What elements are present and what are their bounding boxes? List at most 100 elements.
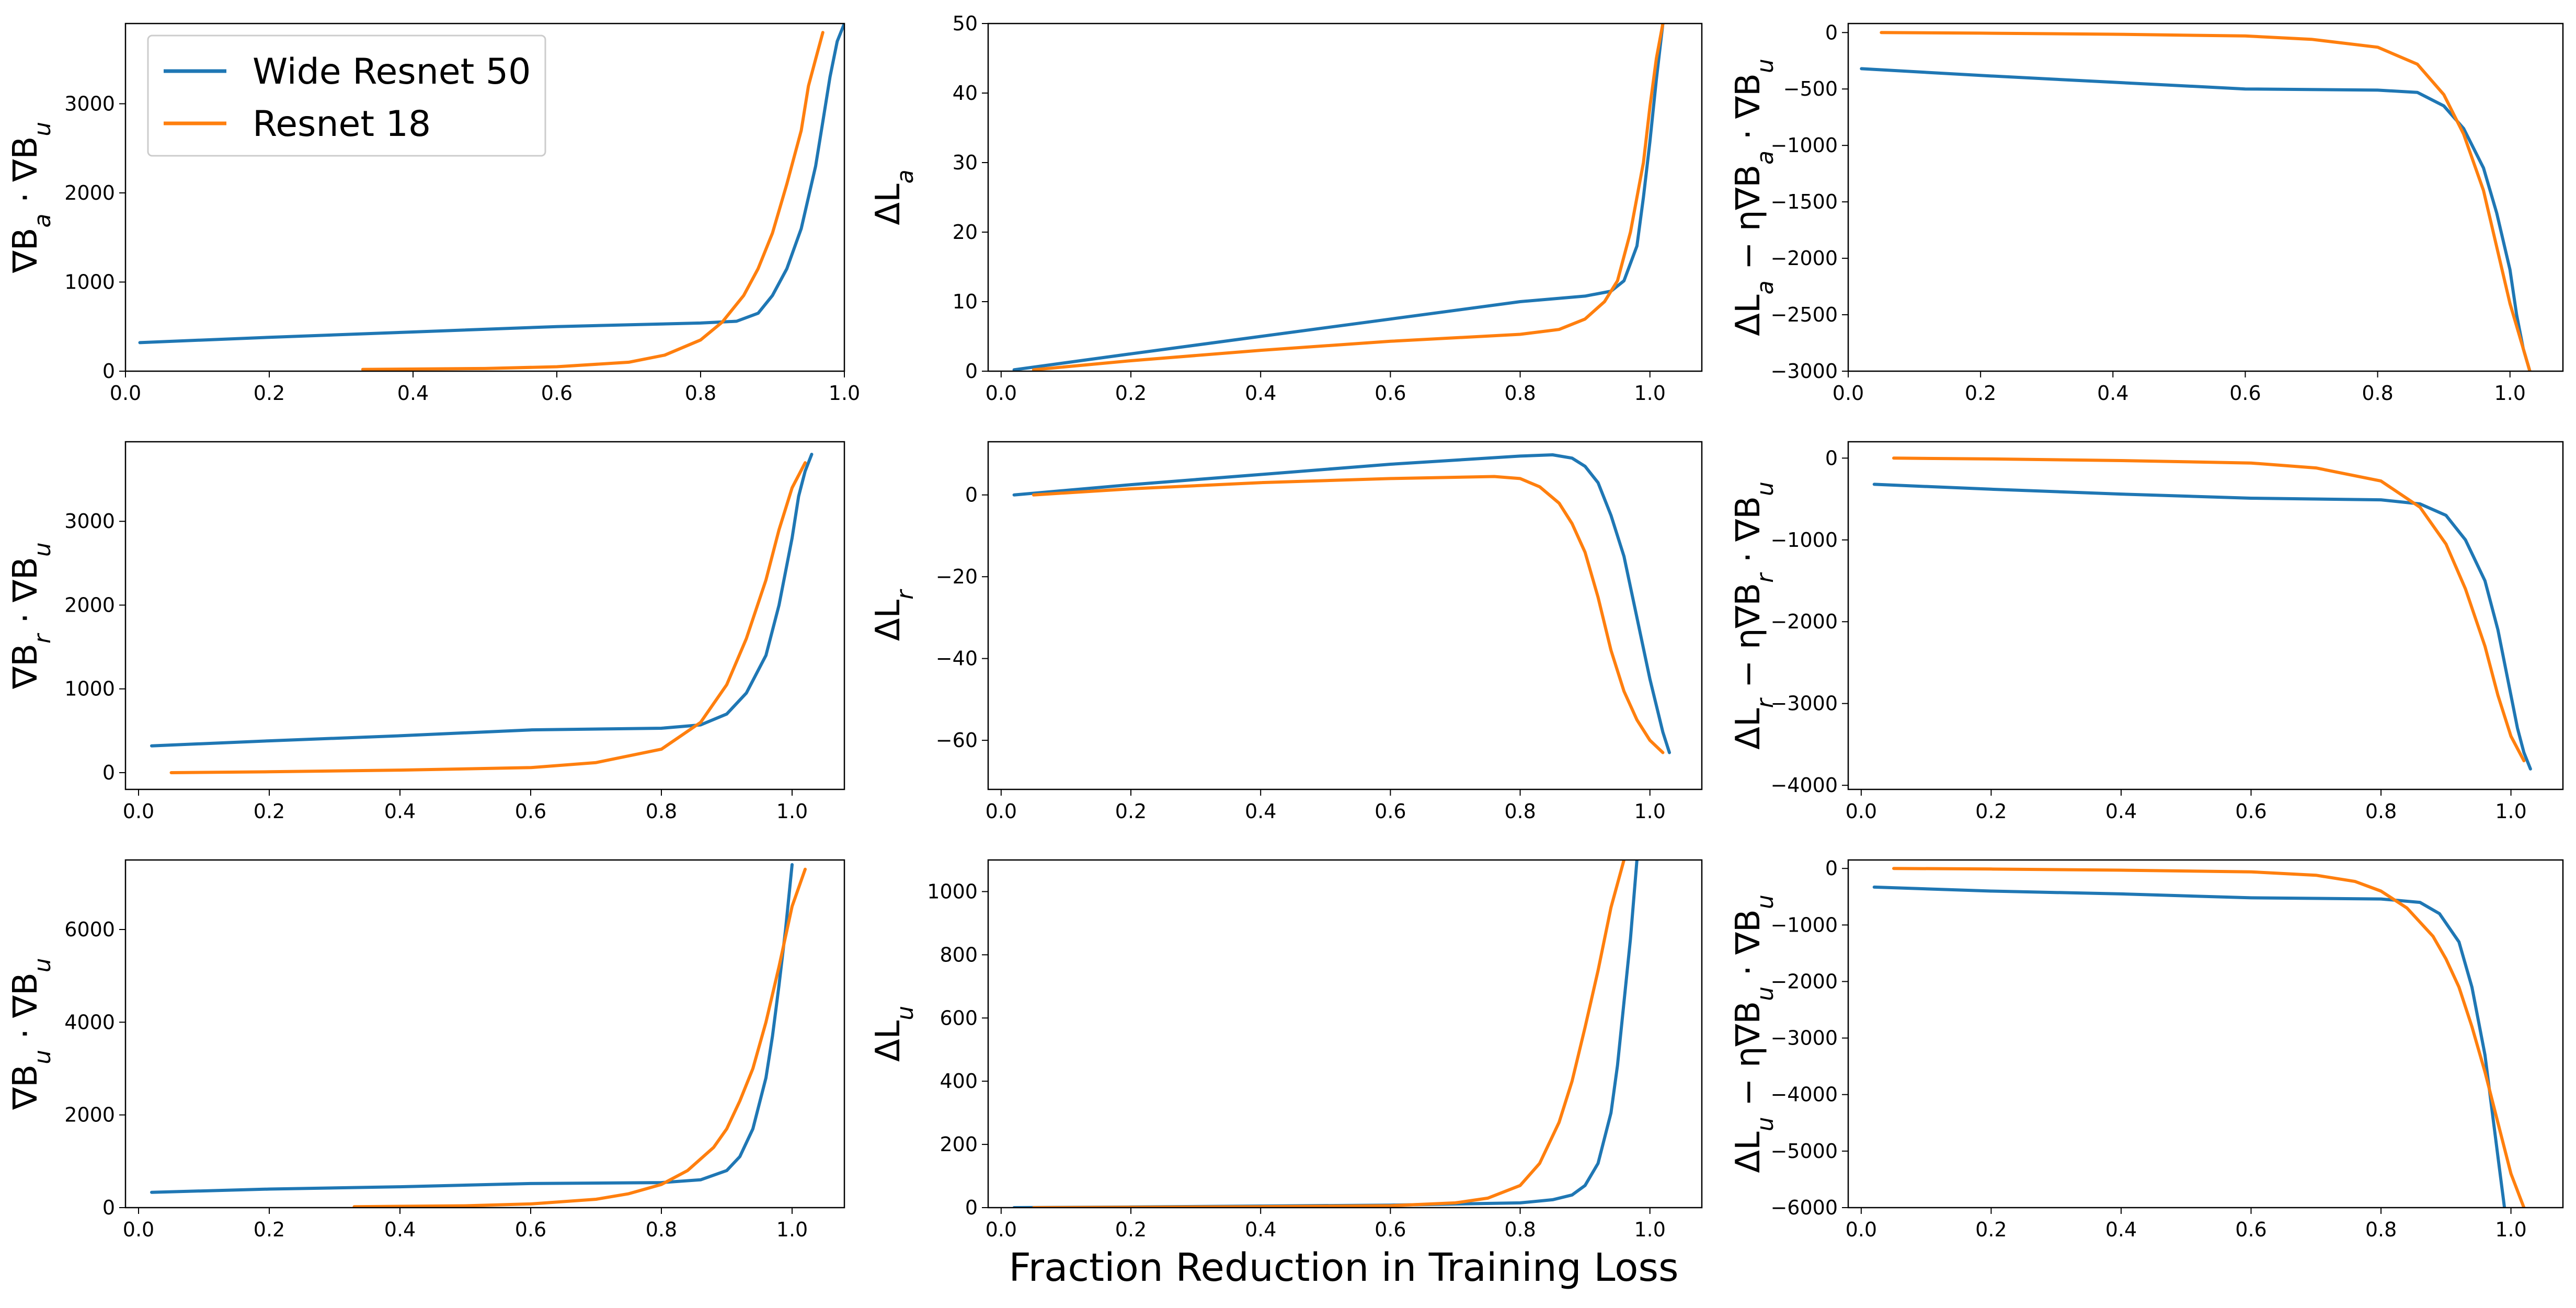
x-tick-label: 0.8: [2365, 1218, 2397, 1241]
series-line-resnet-18: [352, 867, 807, 1208]
y-tick-label: 2000: [64, 593, 115, 616]
y-tick-label: −500: [1783, 77, 1838, 100]
panel-6: 0.0 0.2 0.4 0.6 0.8 1.0 0 −1000 −2000 −3000 −4000 Δ…: [1729, 441, 2564, 823]
y-tick-label: −5000: [1770, 1140, 1838, 1163]
plot-frame: [987, 441, 1703, 790]
x-tick-label: 1.0: [2495, 1218, 2526, 1241]
y-axis-label: ΔLr: [869, 589, 919, 641]
series-line-resnet-18: [1032, 475, 1665, 754]
x-tick-label: 1.0: [1634, 382, 1666, 405]
legend: Wide Resnet 50 Resnet 18: [147, 35, 546, 157]
x-tick-label: 0.2: [254, 1218, 285, 1241]
series-group: [1012, 453, 1671, 754]
x-tick-label: 0.6: [515, 800, 546, 823]
y-tick-label: −6000: [1770, 1196, 1838, 1219]
x-tick-label: 0.0: [986, 382, 1017, 405]
series-line-wide-resnet-50: [150, 863, 794, 1194]
y-tick-label: 0: [102, 761, 115, 784]
plot-frame: [987, 859, 1703, 1209]
y-tick-label: −1000: [1770, 913, 1838, 936]
x-tick-label: 0.2: [254, 800, 285, 823]
series-line-resnet-18: [1032, 860, 1626, 1208]
x-tick-label: 0.8: [646, 1218, 677, 1241]
figure-xlabel: Fraction Reduction in Training Loss: [1009, 1245, 1678, 1290]
x-tick-label: 0.6: [2229, 382, 2261, 405]
y-axis-label: ΔLu: [869, 1006, 919, 1062]
y-tick-label: 1000: [927, 880, 978, 903]
x-tick-label: 0.8: [1504, 382, 1536, 405]
y-tick-label: 30: [953, 151, 978, 174]
x-tick-label: 0.2: [1965, 382, 1996, 405]
plot-frame: [1847, 22, 2564, 372]
series-line-wide-resnet-50: [1012, 24, 1665, 371]
x-tick-label: 0.2: [254, 382, 285, 405]
y-tick-label: −2000: [1770, 970, 1838, 993]
y-tick-label: −3000: [1770, 360, 1838, 383]
x-tick-label: 1.0: [776, 800, 808, 823]
x-tick-label: 1.0: [1634, 800, 1666, 823]
x-tick-label: 0.4: [384, 1218, 416, 1241]
x-tick-label: 0.6: [541, 382, 573, 405]
y-tick-label: 6000: [64, 918, 115, 941]
x-tick-label: 0.0: [123, 1218, 154, 1241]
y-tick-label: 3000: [64, 92, 115, 115]
x-tick-label: 0.8: [1504, 800, 1536, 823]
series-group: [1012, 860, 1639, 1208]
series-line-resnet-18: [1032, 24, 1665, 371]
y-tick-label: 2000: [64, 181, 115, 204]
y-tick-label: −1000: [1770, 134, 1838, 157]
y-tick-label: −20: [936, 565, 978, 588]
y-axis-label: ∇Br · ∇Bu: [6, 542, 56, 689]
series-group: [138, 24, 844, 371]
series-group: [1012, 24, 1665, 371]
y-axis-label: ΔLa: [869, 169, 919, 225]
x-tick-label: 0.0: [1846, 1218, 1877, 1241]
y-tick-label: 4000: [64, 1011, 115, 1034]
x-tick-label: 0.2: [1975, 800, 2007, 823]
y-tick-label: 0: [965, 484, 978, 507]
panel-3: 0.0 0.2 0.4 0.6 0.8 1.0 0 −500 −1000 −1500 −2000 −2…: [1729, 21, 2564, 405]
series-group: [1860, 31, 2532, 371]
y-tick-label: 0: [1825, 21, 1838, 44]
plot-frame: [124, 859, 845, 1209]
x-tick-label: 0.4: [2105, 1218, 2137, 1241]
y-tick-label: −2500: [1770, 303, 1838, 326]
series-group: [1872, 456, 2532, 771]
x-tick-label: 0.8: [685, 382, 716, 405]
series-line-wide-resnet-50: [1872, 885, 2506, 1208]
x-tick-label: 0.0: [986, 800, 1017, 823]
y-tick-label: 0: [1825, 857, 1838, 880]
plot-frame: [987, 22, 1703, 372]
x-tick-label: 1.0: [829, 382, 860, 405]
x-tick-label: 0.0: [1833, 382, 1864, 405]
plot-frame: [124, 22, 845, 372]
x-tick-label: 0.6: [515, 1218, 546, 1241]
y-axis-label: ∇Ba · ∇Bu: [6, 122, 56, 273]
series-line-wide-resnet-50: [1872, 483, 2532, 771]
plot-frame: [1847, 859, 2564, 1209]
panel-4: 0.0 0.2 0.4 0.6 0.8 1.0 0 1000 2000 3000 ∇Br · ∇Bu: [6, 441, 845, 823]
y-axis-label: ΔLr − η∇Br · ∇Bu: [1729, 481, 1779, 750]
y-tick-label: 0: [102, 1196, 115, 1219]
x-tick-label: 0.6: [2235, 1218, 2266, 1241]
x-tick-label: 0.4: [2105, 800, 2137, 823]
legend-box: [147, 35, 546, 157]
panel-2: 0.0 0.2 0.4 0.6 0.8 1.0 0 10 20 30 40 50 ΔLa: [869, 12, 1703, 405]
x-tick-label: 0.0: [986, 1218, 1017, 1241]
x-tick-label: 0.6: [2235, 800, 2266, 823]
plot-frame: [124, 441, 845, 790]
x-tick-label: 0.2: [1115, 382, 1147, 405]
series-line-resnet-18: [1892, 456, 2526, 763]
y-tick-label: 800: [940, 943, 978, 966]
x-tick-label: 0.0: [123, 800, 154, 823]
y-tick-label: 0: [965, 360, 978, 383]
plot-frame: [1847, 441, 2564, 790]
x-tick-label: 0.8: [2362, 382, 2393, 405]
y-tick-label: 10: [953, 290, 978, 313]
series-line-resnet-18: [169, 461, 807, 774]
y-tick-label: 0: [965, 1196, 978, 1219]
x-tick-label: 0.4: [1245, 382, 1276, 405]
y-tick-label: 20: [953, 221, 978, 244]
y-tick-label: −3000: [1770, 692, 1838, 715]
